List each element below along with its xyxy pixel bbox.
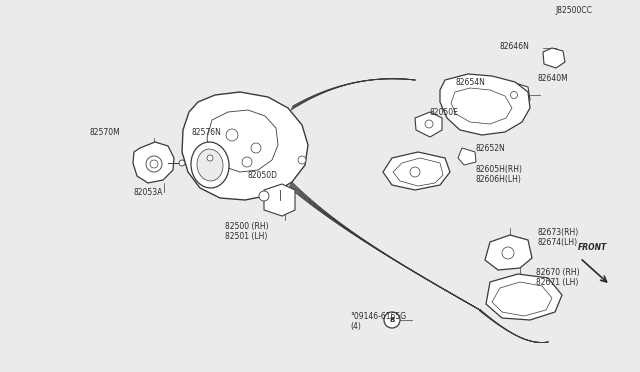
- Text: 82605H(RH)
82606H(LH): 82605H(RH) 82606H(LH): [476, 165, 523, 185]
- Circle shape: [511, 92, 518, 99]
- Polygon shape: [415, 112, 442, 137]
- Circle shape: [150, 160, 158, 168]
- Polygon shape: [133, 142, 174, 183]
- Text: 82500 (RH)
82501 (LH): 82500 (RH) 82501 (LH): [225, 222, 269, 241]
- Circle shape: [146, 156, 162, 172]
- Circle shape: [410, 167, 420, 177]
- Text: 82053A: 82053A: [134, 187, 163, 196]
- Text: 82673(RH)
82674(LH): 82673(RH) 82674(LH): [538, 228, 579, 247]
- Text: 82652N: 82652N: [476, 144, 506, 153]
- Circle shape: [259, 191, 269, 201]
- Circle shape: [207, 155, 213, 161]
- Circle shape: [384, 312, 400, 328]
- Text: 82646N: 82646N: [500, 42, 530, 51]
- Ellipse shape: [191, 142, 229, 188]
- Text: B: B: [389, 317, 395, 323]
- Circle shape: [226, 129, 238, 141]
- Circle shape: [425, 120, 433, 128]
- Text: °09146-6165G
(4): °09146-6165G (4): [350, 312, 406, 331]
- Polygon shape: [486, 274, 562, 320]
- Text: J82500CC: J82500CC: [555, 6, 592, 15]
- Text: 82050D: 82050D: [248, 170, 278, 180]
- Polygon shape: [383, 152, 450, 190]
- Polygon shape: [264, 184, 295, 216]
- Text: 82576N: 82576N: [192, 128, 222, 137]
- Text: FRONT: FRONT: [578, 243, 607, 252]
- Text: 82050E: 82050E: [430, 108, 459, 116]
- Circle shape: [251, 143, 261, 153]
- Text: 82570M: 82570M: [90, 128, 121, 137]
- Circle shape: [502, 247, 514, 259]
- Polygon shape: [182, 92, 308, 200]
- Circle shape: [242, 157, 252, 167]
- Polygon shape: [485, 235, 532, 270]
- Polygon shape: [500, 83, 530, 107]
- Circle shape: [179, 160, 185, 166]
- Text: 82670 (RH)
82671 (LH): 82670 (RH) 82671 (LH): [536, 268, 580, 288]
- Text: 82640M: 82640M: [538, 74, 569, 83]
- Polygon shape: [543, 48, 565, 68]
- Polygon shape: [440, 74, 530, 135]
- Circle shape: [298, 156, 306, 164]
- Ellipse shape: [197, 149, 223, 181]
- Text: 82654N: 82654N: [456, 77, 486, 87]
- Polygon shape: [458, 148, 476, 165]
